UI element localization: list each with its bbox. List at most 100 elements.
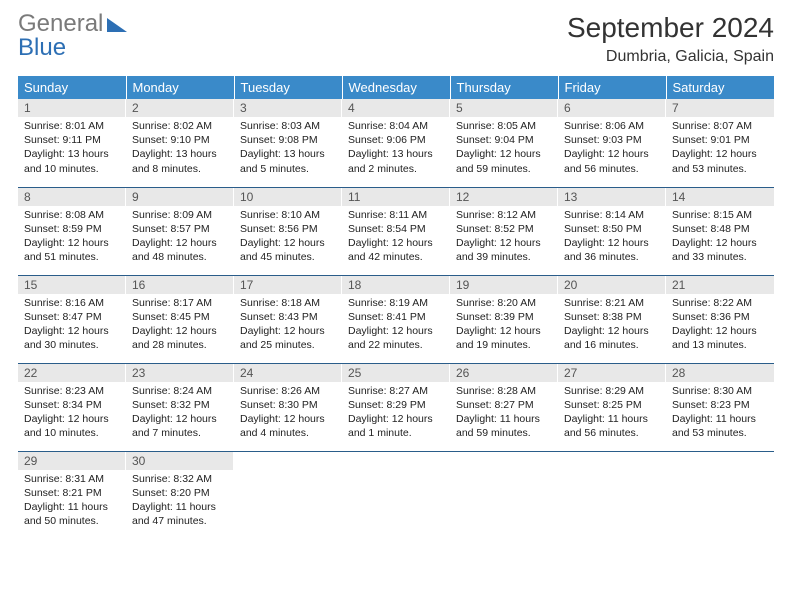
day-content: Sunrise: 8:17 AMSunset: 8:45 PMDaylight:… (126, 294, 234, 357)
sunset-text: Sunset: 8:27 PM (456, 398, 552, 412)
daylight-text: Daylight: 12 hours and 45 minutes. (240, 236, 336, 264)
logo-text-blue: Blue (18, 36, 127, 60)
daylight-text: Daylight: 12 hours and 16 minutes. (564, 324, 660, 352)
day-number-empty (342, 452, 450, 470)
calendar-cell: 4Sunrise: 8:04 AMSunset: 9:06 PMDaylight… (342, 99, 450, 187)
weekday-header: Tuesday (234, 76, 342, 99)
day-number-empty (558, 452, 666, 470)
calendar-cell: 19Sunrise: 8:20 AMSunset: 8:39 PMDayligh… (450, 275, 558, 363)
day-content: Sunrise: 8:15 AMSunset: 8:48 PMDaylight:… (666, 206, 774, 269)
daylight-text: Daylight: 13 hours and 5 minutes. (240, 147, 336, 175)
day-number: 27 (558, 364, 666, 382)
day-number: 9 (126, 188, 234, 206)
sunrise-text: Sunrise: 8:22 AM (672, 296, 768, 310)
sunset-text: Sunset: 8:48 PM (672, 222, 768, 236)
sunset-text: Sunset: 8:52 PM (456, 222, 552, 236)
sunset-text: Sunset: 8:39 PM (456, 310, 552, 324)
calendar-cell: 17Sunrise: 8:18 AMSunset: 8:43 PMDayligh… (234, 275, 342, 363)
weekday-header: Saturday (666, 76, 774, 99)
sunset-text: Sunset: 8:38 PM (564, 310, 660, 324)
sunrise-text: Sunrise: 8:21 AM (564, 296, 660, 310)
sunrise-text: Sunrise: 8:31 AM (24, 472, 120, 486)
location: Dumbria, Galicia, Spain (567, 48, 774, 66)
day-number: 28 (666, 364, 774, 382)
daylight-text: Daylight: 12 hours and 7 minutes. (132, 412, 228, 440)
day-number: 12 (450, 188, 558, 206)
calendar-cell: 8 Sunrise: 8:08 AMSunset: 8:59 PMDaylight… (18, 187, 126, 275)
daylight-text: Daylight: 12 hours and 13 minutes. (672, 324, 768, 352)
weekday-header-row: Sunday Monday Tuesday Wednesday Thursday… (18, 76, 774, 99)
calendar-row: 1Sunrise: 8:01 AMSunset: 9:11 PMDaylight… (18, 99, 774, 187)
daylight-text: Daylight: 12 hours and 48 minutes. (132, 236, 228, 264)
daylight-text: Daylight: 12 hours and 56 minutes. (564, 147, 660, 175)
day-number: 3 (234, 99, 342, 117)
sunset-text: Sunset: 8:56 PM (240, 222, 336, 236)
calendar-cell: 5Sunrise: 8:05 AMSunset: 9:04 PMDaylight… (450, 99, 558, 187)
daylight-text: Daylight: 11 hours and 53 minutes. (672, 412, 768, 440)
calendar-cell: 13Sunrise: 8:14 AMSunset: 8:50 PMDayligh… (558, 187, 666, 275)
day-number: 17 (234, 276, 342, 294)
day-content: Sunrise: 8:23 AMSunset: 8:34 PMDaylight:… (18, 382, 126, 445)
weekday-header: Monday (126, 76, 234, 99)
sunrise-text: Sunrise: 8:03 AM (240, 119, 336, 133)
logo: General Blue (18, 12, 127, 60)
day-number: 15 (18, 276, 126, 294)
day-content: Sunrise: 8:10 AMSunset: 8:56 PMDaylight:… (234, 206, 342, 269)
day-number: 29 (18, 452, 126, 470)
day-content: Sunrise: 8:19 AMSunset: 8:41 PMDaylight:… (342, 294, 450, 357)
sunrise-text: Sunrise: 8:28 AM (456, 384, 552, 398)
sunset-text: Sunset: 8:43 PM (240, 310, 336, 324)
calendar-cell: 15Sunrise: 8:16 AMSunset: 8:47 PMDayligh… (18, 275, 126, 363)
day-content: Sunrise: 8:14 AMSunset: 8:50 PMDaylight:… (558, 206, 666, 269)
day-number: 23 (126, 364, 234, 382)
day-content: Sunrise: 8:06 AMSunset: 9:03 PMDaylight:… (558, 117, 666, 180)
sunset-text: Sunset: 9:03 PM (564, 133, 660, 147)
calendar-cell (342, 451, 450, 539)
sunrise-text: Sunrise: 8:16 AM (24, 296, 120, 310)
sunrise-text: Sunrise: 8:17 AM (132, 296, 228, 310)
calendar-cell: 21Sunrise: 8:22 AMSunset: 8:36 PMDayligh… (666, 275, 774, 363)
day-number-empty (450, 452, 558, 470)
logo-text-gray: General (18, 12, 103, 36)
sunset-text: Sunset: 8:20 PM (132, 486, 228, 500)
sunrise-text: Sunrise: 8:08 AM (24, 208, 120, 222)
header: General Blue September 2024 Dumbria, Gal… (18, 12, 774, 66)
day-content: Sunrise: 8:20 AMSunset: 8:39 PMDaylight:… (450, 294, 558, 357)
day-content: Sunrise: 8:09 AMSunset: 8:57 PMDaylight:… (126, 206, 234, 269)
sunset-text: Sunset: 9:04 PM (456, 133, 552, 147)
sunrise-text: Sunrise: 8:24 AM (132, 384, 228, 398)
day-content: Sunrise: 8:21 AMSunset: 8:38 PMDaylight:… (558, 294, 666, 357)
weekday-header: Thursday (450, 76, 558, 99)
day-content: Sunrise: 8:16 AMSunset: 8:47 PMDaylight:… (18, 294, 126, 357)
calendar-cell: 22Sunrise: 8:23 AMSunset: 8:34 PMDayligh… (18, 363, 126, 451)
calendar-cell: 23Sunrise: 8:24 AMSunset: 8:32 PMDayligh… (126, 363, 234, 451)
sunrise-text: Sunrise: 8:26 AM (240, 384, 336, 398)
sunset-text: Sunset: 8:59 PM (24, 222, 120, 236)
daylight-text: Daylight: 13 hours and 8 minutes. (132, 147, 228, 175)
day-number-empty (234, 452, 342, 470)
day-content: Sunrise: 8:05 AMSunset: 9:04 PMDaylight:… (450, 117, 558, 180)
calendar-row: 29Sunrise: 8:31 AMSunset: 8:21 PMDayligh… (18, 451, 774, 539)
calendar-cell: 1Sunrise: 8:01 AMSunset: 9:11 PMDaylight… (18, 99, 126, 187)
sunrise-text: Sunrise: 8:14 AM (564, 208, 660, 222)
weekday-header: Sunday (18, 76, 126, 99)
sunrise-text: Sunrise: 8:18 AM (240, 296, 336, 310)
daylight-text: Daylight: 12 hours and 1 minute. (348, 412, 444, 440)
calendar-cell (666, 451, 774, 539)
daylight-text: Daylight: 12 hours and 28 minutes. (132, 324, 228, 352)
daylight-text: Daylight: 12 hours and 33 minutes. (672, 236, 768, 264)
day-content: Sunrise: 8:31 AMSunset: 8:21 PMDaylight:… (18, 470, 126, 533)
calendar-cell (558, 451, 666, 539)
sunset-text: Sunset: 8:41 PM (348, 310, 444, 324)
day-content: Sunrise: 8:32 AMSunset: 8:20 PMDaylight:… (126, 470, 234, 533)
daylight-text: Daylight: 11 hours and 56 minutes. (564, 412, 660, 440)
sunset-text: Sunset: 8:57 PM (132, 222, 228, 236)
calendar-cell: 18Sunrise: 8:19 AMSunset: 8:41 PMDayligh… (342, 275, 450, 363)
day-content: Sunrise: 8:28 AMSunset: 8:27 PMDaylight:… (450, 382, 558, 445)
day-number: 1 (18, 99, 126, 117)
daylight-text: Daylight: 13 hours and 10 minutes. (24, 147, 120, 175)
calendar-cell: 3Sunrise: 8:03 AMSunset: 9:08 PMDaylight… (234, 99, 342, 187)
daylight-text: Daylight: 12 hours and 51 minutes. (24, 236, 120, 264)
day-number: 8 (18, 188, 126, 206)
sunset-text: Sunset: 8:36 PM (672, 310, 768, 324)
